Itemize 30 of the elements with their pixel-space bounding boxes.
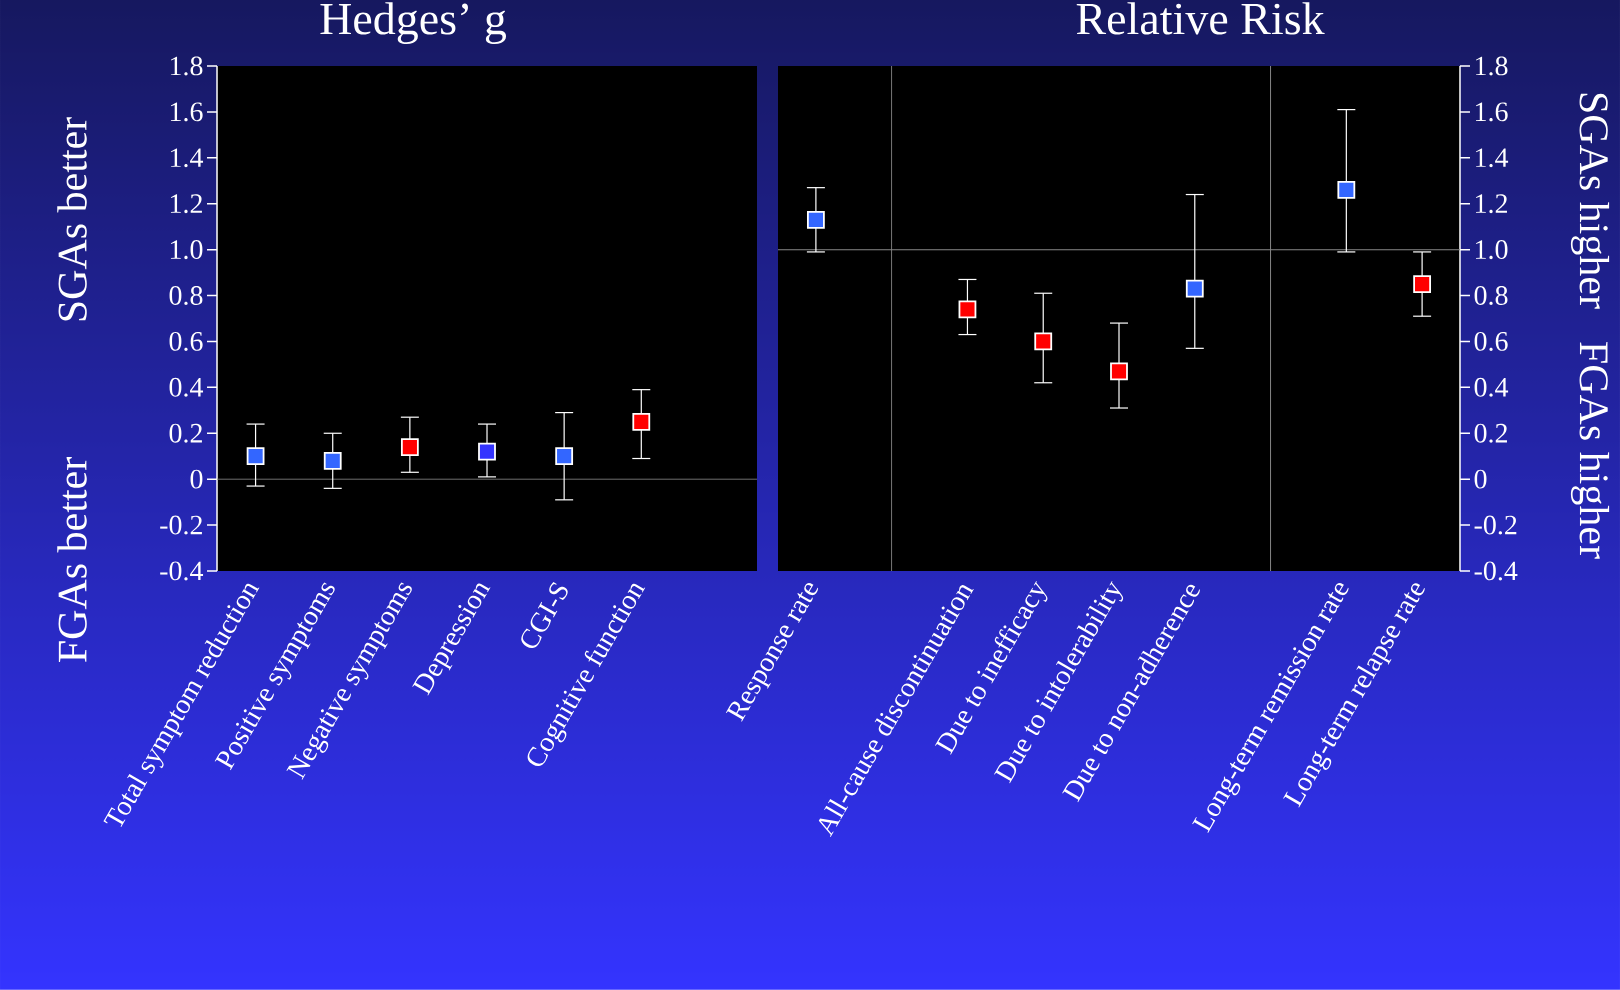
y-tick-label: 0 — [1474, 469, 1487, 489]
y-tick-label: 1.2 — [170, 194, 202, 214]
text: FGAs better — [57, 457, 87, 663]
y-tick-label: 1.8 — [1475, 56, 1508, 76]
y-tick-label: 1.6 — [170, 102, 203, 122]
y-tick-label: 0.2 — [1474, 423, 1507, 443]
y-tick-label: 0.4 — [169, 377, 204, 397]
y-tick-label: 1.0 — [1475, 240, 1508, 260]
text: SGAs higher — [1570, 93, 1610, 309]
y-tick-label: -0.4 — [1474, 561, 1518, 581]
y-tick-label: 1.8 — [170, 56, 203, 76]
y-tick-label: 1.6 — [1475, 102, 1508, 122]
y-tick-label: 0.8 — [1474, 286, 1508, 306]
y-tick-label: 1.4 — [1475, 148, 1509, 168]
y-tick-label: 1.0 — [170, 240, 203, 260]
y-tick-label: 1.2 — [1475, 194, 1507, 214]
text: SGAs better — [57, 117, 87, 321]
y-tick-label: -0.2 — [160, 515, 202, 535]
y-tick-label: 1.4 — [170, 148, 204, 168]
y-tick-label: 0.4 — [1474, 377, 1509, 397]
y-tick-label: 0.8 — [169, 286, 203, 306]
y-tick-label: -0.4 — [160, 561, 204, 581]
chart-title: Relative Risk — [1076, 2, 1325, 35]
y-tick-label: 0.6 — [1474, 331, 1508, 351]
y-tick-label: 0.2 — [169, 423, 202, 443]
chart-title: Hedges’ g — [320, 2, 507, 45]
y-tick-label: -0.2 — [1474, 515, 1517, 535]
y-tick-label: 0.6 — [169, 331, 203, 351]
y-tick-label: 0 — [190, 469, 203, 489]
text: FGAs higher — [1570, 342, 1610, 559]
